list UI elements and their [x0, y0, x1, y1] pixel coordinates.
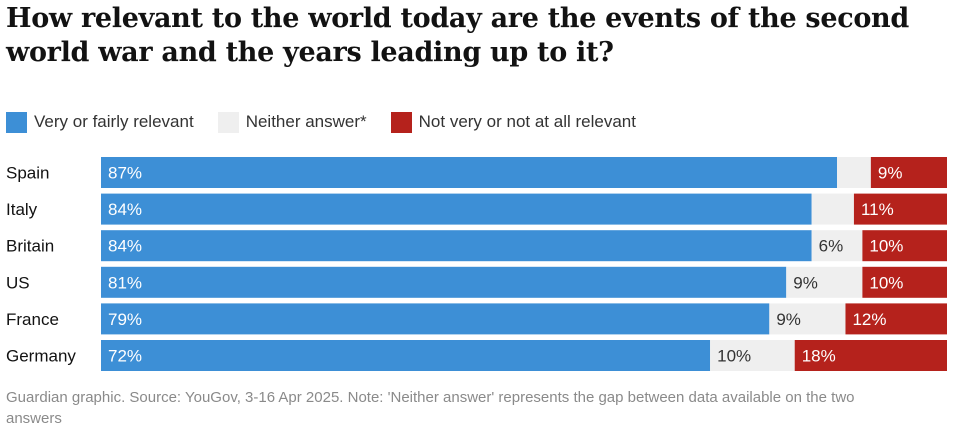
legend-label-neither: Neither answer*	[245, 112, 367, 131]
neither-bar-germany	[710, 340, 795, 371]
source-note: Guardian graphic. Source: YouGov, 3-16 A…	[6, 389, 855, 427]
relevant-label-us: 81%	[108, 273, 142, 292]
category-label-spain: Spain	[6, 164, 49, 183]
neither-label-us: 9%	[793, 273, 818, 292]
neither-bar-france	[769, 303, 846, 335]
not-relevant-label-britain: 10%	[869, 237, 903, 256]
relevant-bar-france	[101, 303, 770, 335]
legend-swatch-relevant	[6, 111, 27, 133]
chart-title: How relevant to the world today are the …	[6, 3, 909, 68]
relevant-bar-germany	[101, 340, 711, 371]
legend: Very or fairly relevant Neither answer* …	[6, 110, 660, 134]
not-relevant-label-france: 12%	[852, 310, 886, 329]
not-relevant-bar-italy	[853, 193, 947, 225]
legend-swatch-not-relevant	[390, 111, 412, 133]
category-label-us: US	[6, 273, 30, 292]
legend-item-relevant: Very or fairly relevant	[6, 111, 194, 133]
not-relevant-bar-spain	[870, 157, 947, 188]
not-relevant-bar-france	[845, 303, 947, 335]
neither-label-france: 9%	[776, 310, 801, 329]
neither-bar-britain	[811, 230, 863, 262]
not-relevant-bar-britain	[862, 230, 947, 262]
neither-bar-spain	[837, 157, 871, 188]
neither-bar-italy	[811, 193, 854, 225]
relevant-label-spain: 87%	[108, 164, 142, 183]
not-relevant-bar-germany	[794, 340, 947, 371]
neither-label-germany: 10%	[717, 347, 751, 366]
relevant-bar-britain	[101, 230, 812, 262]
category-label-france: France	[6, 310, 59, 329]
legend-item-neither: Neither answer*	[217, 111, 367, 133]
stacked-bar-chart: Spain 87% 9% Italy 84% 11% Britain 84% 6% 10% US 81…	[6, 157, 947, 371]
not-relevant-label-spain: 9%	[878, 164, 903, 183]
neither-bar-us	[786, 266, 863, 298]
not-relevant-label-germany: 18%	[802, 347, 836, 366]
relevant-label-france: 79%	[108, 310, 142, 329]
legend-label-relevant: Very or fairly relevant	[34, 112, 194, 131]
category-label-britain: Britain	[6, 237, 54, 256]
relevant-bar-spain	[101, 157, 838, 188]
not-relevant-label-italy: 11%	[861, 200, 894, 219]
legend-label-not-relevant: Not very or not at all relevant	[418, 112, 636, 131]
legend-item-not-relevant: Not very or not at all relevant	[390, 111, 636, 133]
relevant-label-britain: 84%	[108, 237, 142, 256]
category-label-germany: Germany	[6, 347, 76, 366]
category-label-italy: Italy	[6, 200, 38, 219]
not-relevant-bar-us	[862, 266, 947, 298]
relevant-label-germany: 72%	[108, 347, 142, 366]
legend-swatch-neither	[217, 111, 239, 133]
relevant-label-italy: 84%	[108, 200, 142, 219]
neither-label-britain: 6%	[819, 237, 844, 256]
not-relevant-label-us: 10%	[869, 273, 903, 292]
relevant-bar-italy	[101, 193, 812, 225]
relevant-bar-us	[101, 266, 787, 298]
